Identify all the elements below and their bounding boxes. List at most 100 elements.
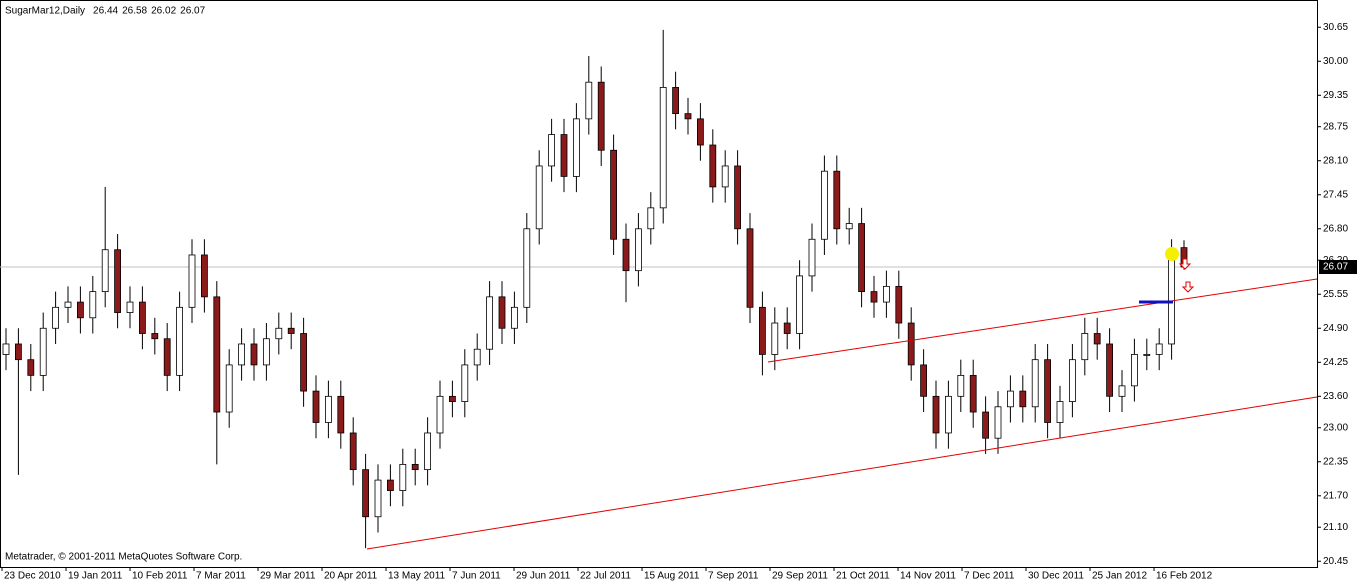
candle-body (808, 238, 816, 277)
candle-body (510, 306, 518, 329)
header-value: 26.58 (122, 6, 147, 17)
x-tick-label: 30 Dec 2011 (1028, 571, 1084, 582)
y-tick-label: 24.90 (1323, 323, 1348, 334)
x-tick-label: 29 Mar 2011 (260, 571, 316, 582)
candle-body (448, 395, 456, 402)
x-tick-label: 14 Nov 2011 (900, 571, 956, 582)
candle-body (300, 333, 308, 392)
candle-body (858, 223, 865, 293)
candle-body (238, 343, 246, 366)
x-tick-label: 7 Sep 2011 (708, 571, 759, 582)
y-tick-label: 26.80 (1323, 223, 1348, 234)
candle-body (672, 87, 679, 115)
candle-body (920, 364, 927, 397)
candle-body (622, 238, 630, 272)
last-price-label: 26.07 (1323, 262, 1348, 273)
candle-body (883, 285, 890, 303)
candle-body (64, 301, 72, 308)
plot-frame (0, 0, 1318, 568)
candle-body (114, 249, 121, 313)
candle-body (994, 406, 1002, 439)
x-tick-label: 13 May 2011 (388, 571, 446, 582)
candle-body (635, 228, 642, 272)
candle-body (647, 207, 655, 230)
candle-body (895, 285, 903, 324)
candle-body (610, 149, 617, 240)
candles (2, 29, 1188, 549)
candle-body (1106, 343, 1113, 397)
candle-body (386, 479, 394, 491)
candle-body (709, 144, 717, 188)
x-tick-label: 20 Apr 2011 (324, 571, 378, 582)
candle-body (374, 479, 382, 518)
candle-body (1031, 359, 1039, 408)
candle-body (821, 170, 828, 240)
candle-body (424, 432, 432, 471)
candle-body (77, 301, 84, 319)
x-tick-label: 15 Aug 2011 (644, 571, 700, 582)
y-tick-label: 29.35 (1323, 90, 1348, 101)
candle-body (1081, 333, 1089, 361)
down-arrow (1178, 258, 1192, 270)
candle-body (585, 81, 593, 120)
candle-body (734, 165, 741, 230)
candle-body (14, 343, 22, 361)
candle-body (275, 327, 283, 340)
candle-body (759, 306, 766, 355)
y-tick-label: 21.70 (1323, 490, 1348, 501)
y-tick-label: 22.35 (1323, 456, 1348, 467)
candle-body (349, 432, 357, 471)
candle-body (126, 301, 134, 313)
candle-body (362, 469, 370, 518)
candle-body (101, 249, 109, 293)
candle-body (1143, 354, 1151, 356)
candle-body (932, 395, 940, 434)
candle-body (1019, 390, 1027, 408)
header-value: 26.07 (180, 6, 205, 17)
y-tick-label: 25.55 (1323, 289, 1348, 300)
y-tick-label: 23.60 (1323, 391, 1348, 402)
candle-body (324, 395, 332, 423)
candle-body (523, 228, 531, 308)
signal-dot (1165, 247, 1179, 261)
x-tick-label: 10 Feb 2011 (132, 571, 188, 582)
x-tick-label: 29 Jun 2011 (516, 571, 571, 582)
candle-body (262, 338, 270, 366)
candle-body (1044, 359, 1051, 423)
candle-body (89, 291, 97, 319)
candle-body (1093, 333, 1101, 345)
candle-body (498, 296, 506, 329)
candle-body (138, 301, 146, 334)
x-tick-label: 21 Oct 2011 (836, 571, 890, 582)
x-tick-label: 19 Jan 2011 (68, 571, 123, 582)
candle-body (436, 395, 444, 434)
candle-body (1131, 354, 1138, 387)
header-value: 26.02 (151, 6, 176, 17)
candle-body (27, 359, 35, 376)
y-tick-label: 21.10 (1323, 522, 1348, 533)
candle-body (796, 275, 803, 334)
trendline (767, 278, 1318, 363)
chart-title: SugarMar12,Daily (5, 6, 85, 17)
y-tick-label: 20.45 (1323, 556, 1348, 567)
candle-body (200, 254, 208, 298)
x-tick-label: 29 Sep 2011 (772, 571, 828, 582)
candle-body (1007, 390, 1014, 408)
candle-body (1155, 343, 1163, 355)
candle-body (176, 306, 184, 376)
x-tick-label: 25 Jan 2012 (1092, 571, 1147, 582)
candle-body (721, 165, 729, 188)
candle-body (399, 463, 407, 491)
candle-body (907, 322, 915, 366)
candle-body (213, 296, 221, 413)
y-tick-label: 30.65 (1323, 22, 1348, 33)
footer: Metatrader, © 2001-2011 MetaQuotes Softw… (5, 552, 242, 563)
y-tick-label: 28.10 (1323, 155, 1348, 166)
candle-body (833, 170, 841, 230)
candle-body (250, 343, 258, 366)
candle-body (697, 118, 704, 146)
y-tick-label: 27.45 (1323, 189, 1348, 200)
candle-body (659, 87, 667, 209)
candle-body (287, 327, 295, 334)
